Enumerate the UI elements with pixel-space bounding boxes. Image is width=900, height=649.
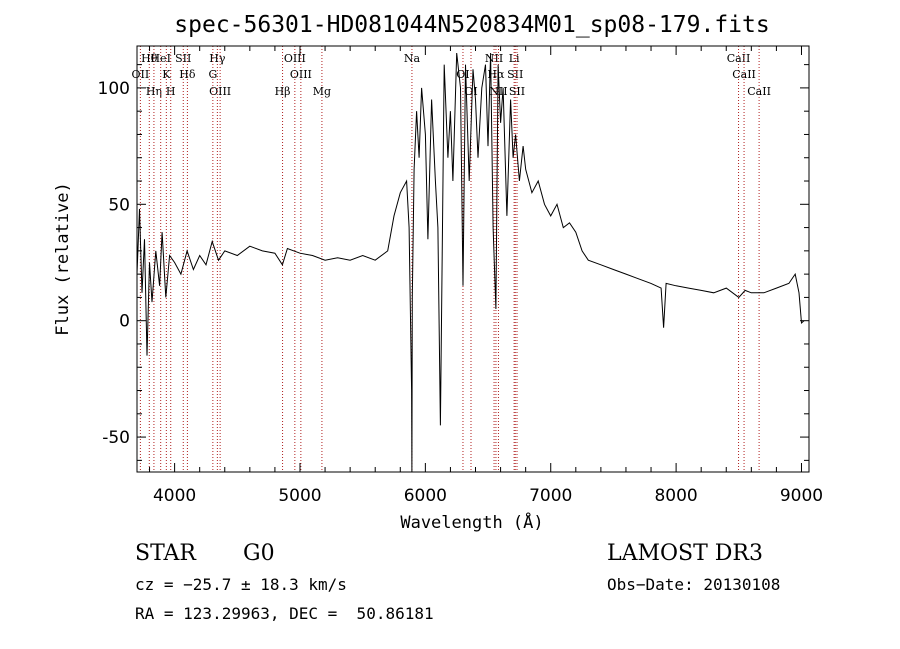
- plot-frame: [136, 45, 810, 473]
- spectrum-series-line: [136, 52, 805, 473]
- x-tick-label: 4000: [153, 486, 196, 506]
- marker-label: Hδ: [179, 68, 196, 81]
- chart-title: spec-56301-HD081044N520834M01_sp08-179.f…: [174, 12, 769, 38]
- star-class: STAR: [135, 541, 196, 566]
- redshift-text: cz = −25.7 ± 18.3 km/s: [135, 575, 347, 594]
- marker-label: OIII: [290, 68, 312, 81]
- series-group: [136, 52, 805, 473]
- marker-label: Li: [509, 52, 520, 65]
- star-subclass: G0: [243, 541, 275, 566]
- survey-name: LAMOST DR3: [607, 541, 763, 566]
- x-tick-label: 9000: [780, 486, 823, 506]
- x-tick-label: 5000: [278, 486, 321, 506]
- marker-label: OII: [132, 68, 150, 81]
- marker-label: CaII: [727, 52, 751, 65]
- y-tick-label: 0: [119, 312, 130, 332]
- marker-label: Mg: [313, 85, 331, 98]
- obs-date-text: Obs−Date: 20130108: [607, 575, 781, 594]
- y-tick-label: 50: [108, 195, 130, 215]
- marker-label: Hγ: [209, 52, 226, 65]
- axis-ticks: 4000 5000 6000 7000 8000 9000 -50 0 50 100: [98, 46, 823, 506]
- marker-label: NII: [485, 52, 503, 65]
- marker-label: H: [166, 85, 176, 98]
- x-tick-label: 6000: [404, 486, 447, 506]
- marker-label: SII: [175, 52, 191, 65]
- line-markers: HθOIIHηHeIKHSIIHδOIIIHγGHβOIIIOIIIMgNaOI…: [132, 46, 771, 472]
- x-tick-label: 7000: [529, 486, 572, 506]
- marker-label: Hα: [487, 68, 505, 81]
- marker-label: SII: [507, 68, 523, 81]
- y-tick-label: -50: [102, 428, 130, 448]
- coordinates-text: RA = 123.29963, DEC = 50.86181: [135, 604, 434, 623]
- marker-label: CaII: [747, 85, 771, 98]
- marker-label: OIII: [284, 52, 306, 65]
- marker-label: Hη: [146, 85, 162, 98]
- marker-label: HeI: [150, 52, 170, 65]
- y-axis-label: Flux (relative): [53, 182, 73, 336]
- marker-label: K: [162, 68, 171, 81]
- y-tick-label: 100: [98, 79, 130, 99]
- marker-label: NII: [489, 85, 507, 98]
- marker-label: Hβ: [275, 85, 291, 98]
- marker-label: G: [208, 68, 217, 81]
- x-axis-label: Wavelength (Å): [400, 511, 543, 533]
- marker-label: SII: [509, 85, 525, 98]
- x-tick-label: 8000: [654, 486, 697, 506]
- marker-label: Na: [404, 52, 421, 65]
- marker-label: OIII: [209, 85, 231, 98]
- marker-label: CaII: [732, 68, 756, 81]
